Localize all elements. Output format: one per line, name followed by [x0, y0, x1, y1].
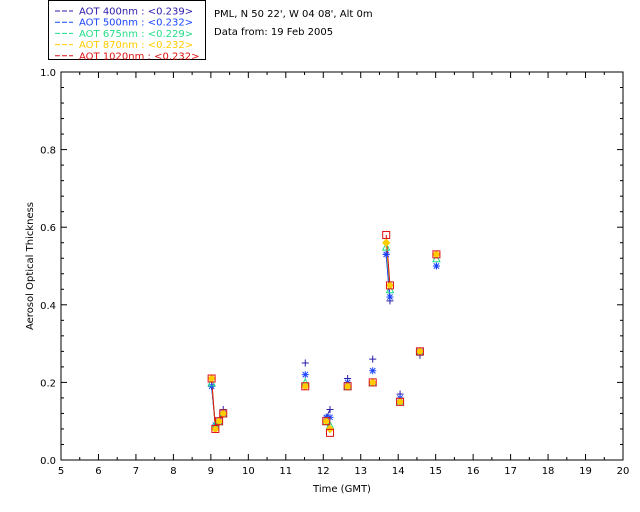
x-tick-label: 9 [208, 466, 214, 477]
data-point [415, 347, 424, 356]
y-axis-ticks: 0.0 0.2 0.4 0.6 0.8 1.0 [40, 68, 623, 467]
x-tick-label: 12 [317, 466, 330, 477]
data-point [326, 406, 334, 414]
data-point [343, 382, 352, 391]
data-point [396, 397, 405, 406]
x-tick-label: 16 [467, 466, 480, 477]
legend-entry: AOT 1020nm : <0.232> [79, 51, 199, 61]
y-tick-label: 0.8 [40, 146, 56, 157]
data-point [301, 382, 310, 391]
x-tick-label: 15 [429, 466, 442, 477]
y-tick-label: 0.2 [40, 378, 56, 389]
data-point [382, 238, 391, 247]
data-point [382, 250, 390, 258]
legend: AOT 400nm : <0.239> AOT 500nm : <0.232> AO… [48, 0, 206, 62]
data-point [326, 428, 335, 437]
x-tick-label: 19 [579, 466, 592, 477]
plot-frame [60, 71, 624, 461]
data-point [219, 409, 228, 418]
legend-entry: AOT 400nm : <0.239> [79, 7, 193, 18]
data-point [369, 355, 377, 363]
series-line-segment [385, 254, 391, 298]
y-tick-label: 1.0 [40, 68, 56, 79]
x-tick-label: 6 [95, 466, 101, 477]
legend-entries: AOT 400nm : <0.239>AOT 500nm : <0.232>AO… [55, 7, 199, 62]
y-tick-label: 0.0 [40, 456, 56, 467]
data-point [215, 417, 224, 426]
data-point [386, 293, 394, 301]
data-date: Data from: 19 Feb 2005 [214, 27, 333, 38]
x-tick-label: 20 [617, 466, 630, 477]
data-point [207, 374, 216, 383]
data-point [322, 417, 331, 426]
x-tick-label: 5 [58, 466, 64, 477]
x-tick-label: 14 [392, 466, 405, 477]
y-tick-label: 0.6 [40, 223, 56, 234]
series-lines [211, 234, 391, 433]
y-axis-label: Aerosol Optical Thickness [25, 202, 36, 330]
x-tick-label: 11 [279, 466, 292, 477]
x-tick-label: 18 [542, 466, 555, 477]
data-point [385, 281, 395, 290]
data-point [368, 378, 377, 387]
x-tick-label: 13 [354, 466, 367, 477]
data-point [432, 262, 440, 270]
x-tick-label: 8 [170, 466, 176, 477]
data-point [432, 250, 441, 259]
data-point [432, 250, 441, 259]
x-tick-label: 17 [504, 466, 517, 477]
data-point [385, 281, 394, 290]
data-point [381, 241, 391, 251]
legend-entry: AOT 675nm : <0.229> [79, 29, 193, 40]
x-tick-label: 7 [133, 466, 139, 477]
legend-entry: AOT 870nm : <0.232> [79, 40, 193, 51]
x-tick-label: 10 [242, 466, 255, 477]
site-info: PML, N 50 22', W 04 08', Alt 0m [214, 9, 373, 20]
legend-entry: AOT 500nm : <0.232> [79, 18, 193, 29]
data-point [301, 371, 309, 379]
data-point [369, 367, 377, 375]
x-axis-ticks: 5 6 7 8 9 10 11 12 13 14 15 16 17 18 19 20 [58, 72, 630, 477]
data-point [382, 230, 391, 239]
x-axis-label: Time (GMT) [312, 484, 371, 495]
y-tick-label: 0.4 [40, 301, 56, 312]
data-point [207, 374, 216, 383]
data-point [211, 424, 220, 433]
series-markers [207, 230, 441, 437]
plot-axes [60, 71, 624, 461]
data-point [301, 359, 309, 367]
